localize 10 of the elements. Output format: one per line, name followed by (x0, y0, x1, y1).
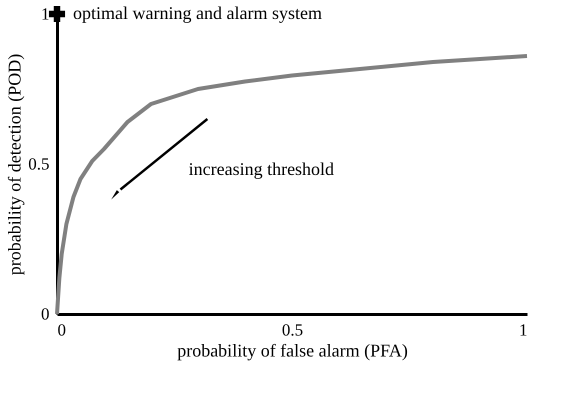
annotation: optimal warning and alarm system (73, 3, 322, 23)
annotation: increasing threshold (188, 159, 334, 179)
x-tick-label: 0 (58, 320, 66, 340)
y-tick-label: 0.5 (28, 154, 50, 174)
x-axis-title: probability of false alarm (PFA) (177, 340, 408, 360)
y-tick-label: 0 (41, 304, 50, 324)
x-tick-label: 1 (519, 320, 528, 340)
y-axis-title: probability of detection (POD) (4, 54, 24, 276)
x-tick-label: 0.5 (282, 320, 304, 340)
y-tick-label: 1 (41, 4, 50, 24)
